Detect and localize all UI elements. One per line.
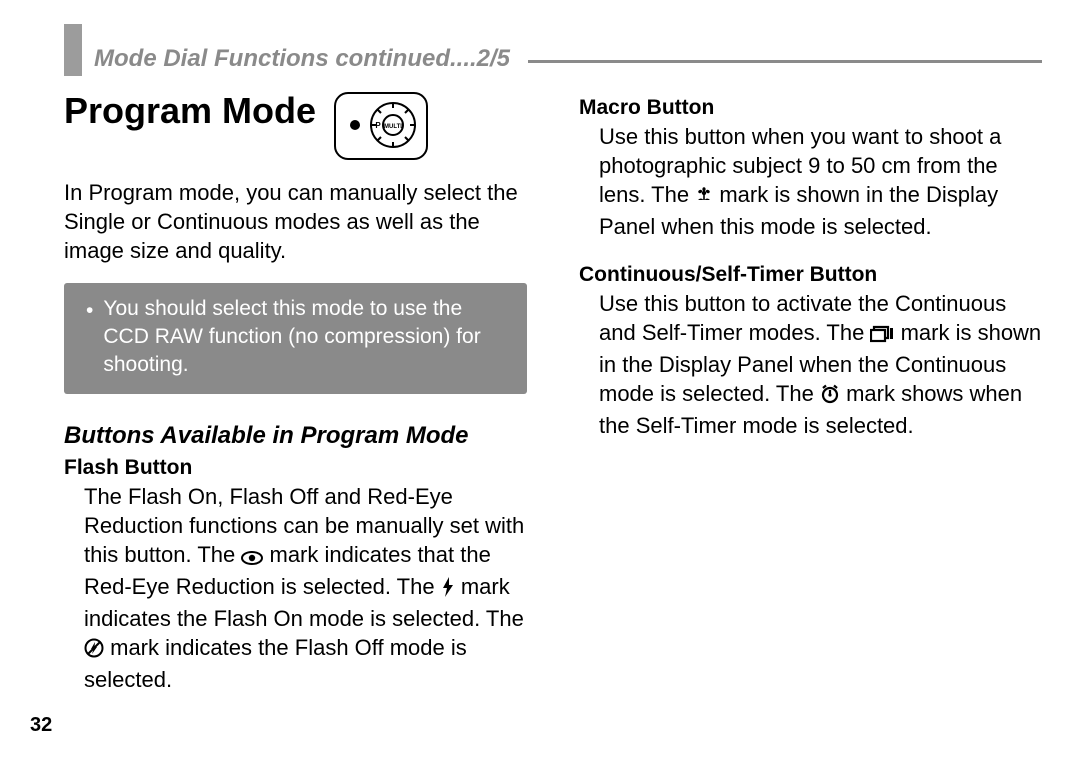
left-column: Program Mode [64, 90, 527, 765]
page-number: 32 [30, 714, 52, 737]
bullet-icon: • [86, 297, 93, 378]
flash-button-title: Flash Button [64, 456, 527, 480]
flash-text-4: mark indicates the Flash Off mode is sel… [84, 635, 467, 692]
manual-page: Mode Dial Functions continued....2/5 Pro… [0, 0, 1080, 765]
mode-wheel-icon: MULTI P [369, 101, 417, 149]
continuous-selftimer-title: Continuous/Self-Timer Button [579, 263, 1042, 287]
macro-button-title: Macro Button [579, 96, 1042, 120]
macro-button-body: Use this button when you want to shoot a… [599, 122, 1042, 241]
flash-off-icon [84, 636, 104, 665]
dial-indicator-dot-icon [350, 120, 360, 130]
self-timer-icon [820, 382, 840, 411]
header-title: Mode Dial Functions continued....2/5 [94, 45, 510, 73]
macro-flower-icon [695, 183, 713, 212]
intro-paragraph: In Program mode, you can manually select… [64, 178, 527, 265]
note-box: • You should select this mode to use the… [64, 283, 527, 394]
note-text: You should select this mode to use the C… [103, 295, 509, 378]
flash-on-icon [441, 575, 455, 604]
svg-text:P: P [375, 121, 381, 130]
header-tab [64, 24, 82, 76]
header-row: Mode Dial Functions continued....2/5 [64, 38, 1042, 80]
header-rule [528, 60, 1042, 63]
section-title: Program Mode [64, 92, 316, 130]
content-columns: Program Mode [64, 90, 1042, 765]
flash-button-body: The Flash On, Flash Off and Red-Eye Redu… [84, 482, 527, 694]
subhead-buttons-available: Buttons Available in Program Mode [64, 422, 527, 450]
continuous-selftimer-body: Use this button to activate the Continuo… [599, 289, 1042, 440]
right-column: Macro Button Use this button when you wa… [579, 90, 1042, 765]
red-eye-icon [241, 543, 263, 572]
continuous-frames-icon [870, 321, 894, 350]
mode-dial-icon: MULTI P [334, 92, 428, 160]
dial-label: MULTI [384, 124, 402, 130]
section-title-row: Program Mode [64, 90, 527, 160]
note-bullet-row: • You should select this mode to use the… [86, 295, 509, 378]
